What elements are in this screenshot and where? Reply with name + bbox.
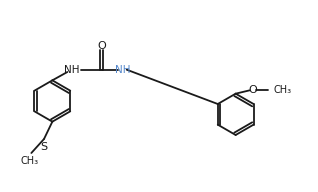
Text: NH: NH <box>64 65 80 75</box>
Text: S: S <box>40 142 48 152</box>
Text: O: O <box>249 85 257 95</box>
Text: CH₃: CH₃ <box>21 156 39 166</box>
Text: NH: NH <box>114 65 130 75</box>
Text: CH₃: CH₃ <box>274 85 292 95</box>
Text: O: O <box>97 41 106 51</box>
